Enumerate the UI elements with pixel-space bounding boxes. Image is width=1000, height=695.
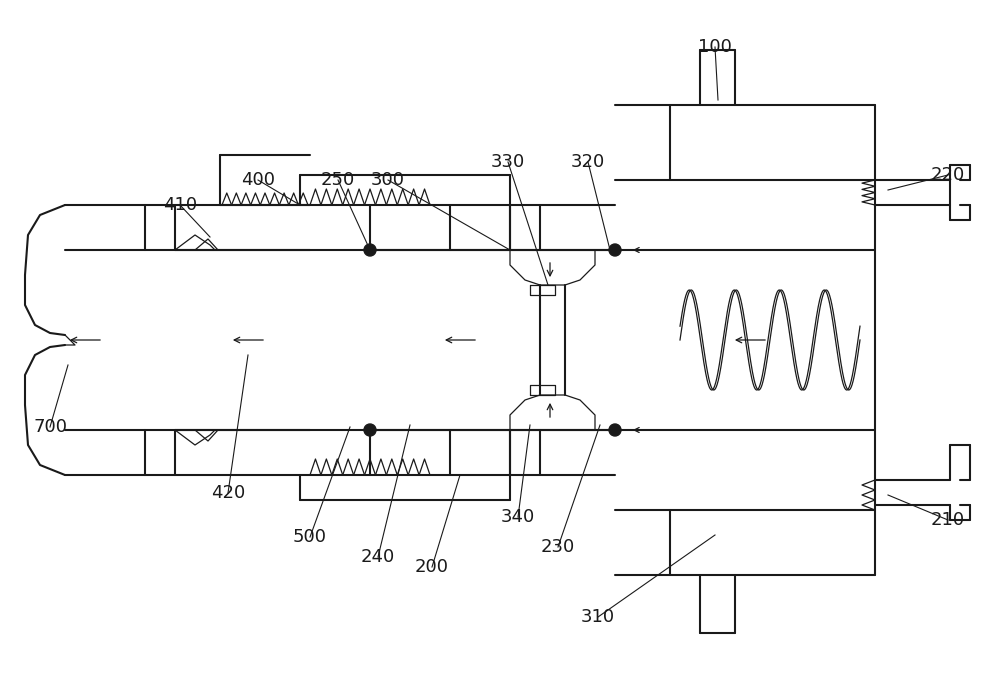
Text: 300: 300: [371, 171, 405, 189]
Text: 220: 220: [931, 166, 965, 184]
Text: 400: 400: [241, 171, 275, 189]
Circle shape: [364, 244, 376, 256]
Text: 230: 230: [541, 538, 575, 556]
Text: 240: 240: [361, 548, 395, 566]
Text: 250: 250: [321, 171, 355, 189]
Circle shape: [609, 244, 621, 256]
Text: 420: 420: [211, 484, 245, 502]
Text: 410: 410: [163, 196, 197, 214]
Text: 500: 500: [293, 528, 327, 546]
Circle shape: [609, 424, 621, 436]
Text: 210: 210: [931, 511, 965, 529]
Text: 330: 330: [491, 153, 525, 171]
Circle shape: [364, 424, 376, 436]
Text: 320: 320: [571, 153, 605, 171]
Text: 100: 100: [698, 38, 732, 56]
Text: 340: 340: [501, 508, 535, 526]
Text: 200: 200: [415, 558, 449, 576]
Text: 700: 700: [33, 418, 67, 436]
Text: 310: 310: [581, 608, 615, 626]
